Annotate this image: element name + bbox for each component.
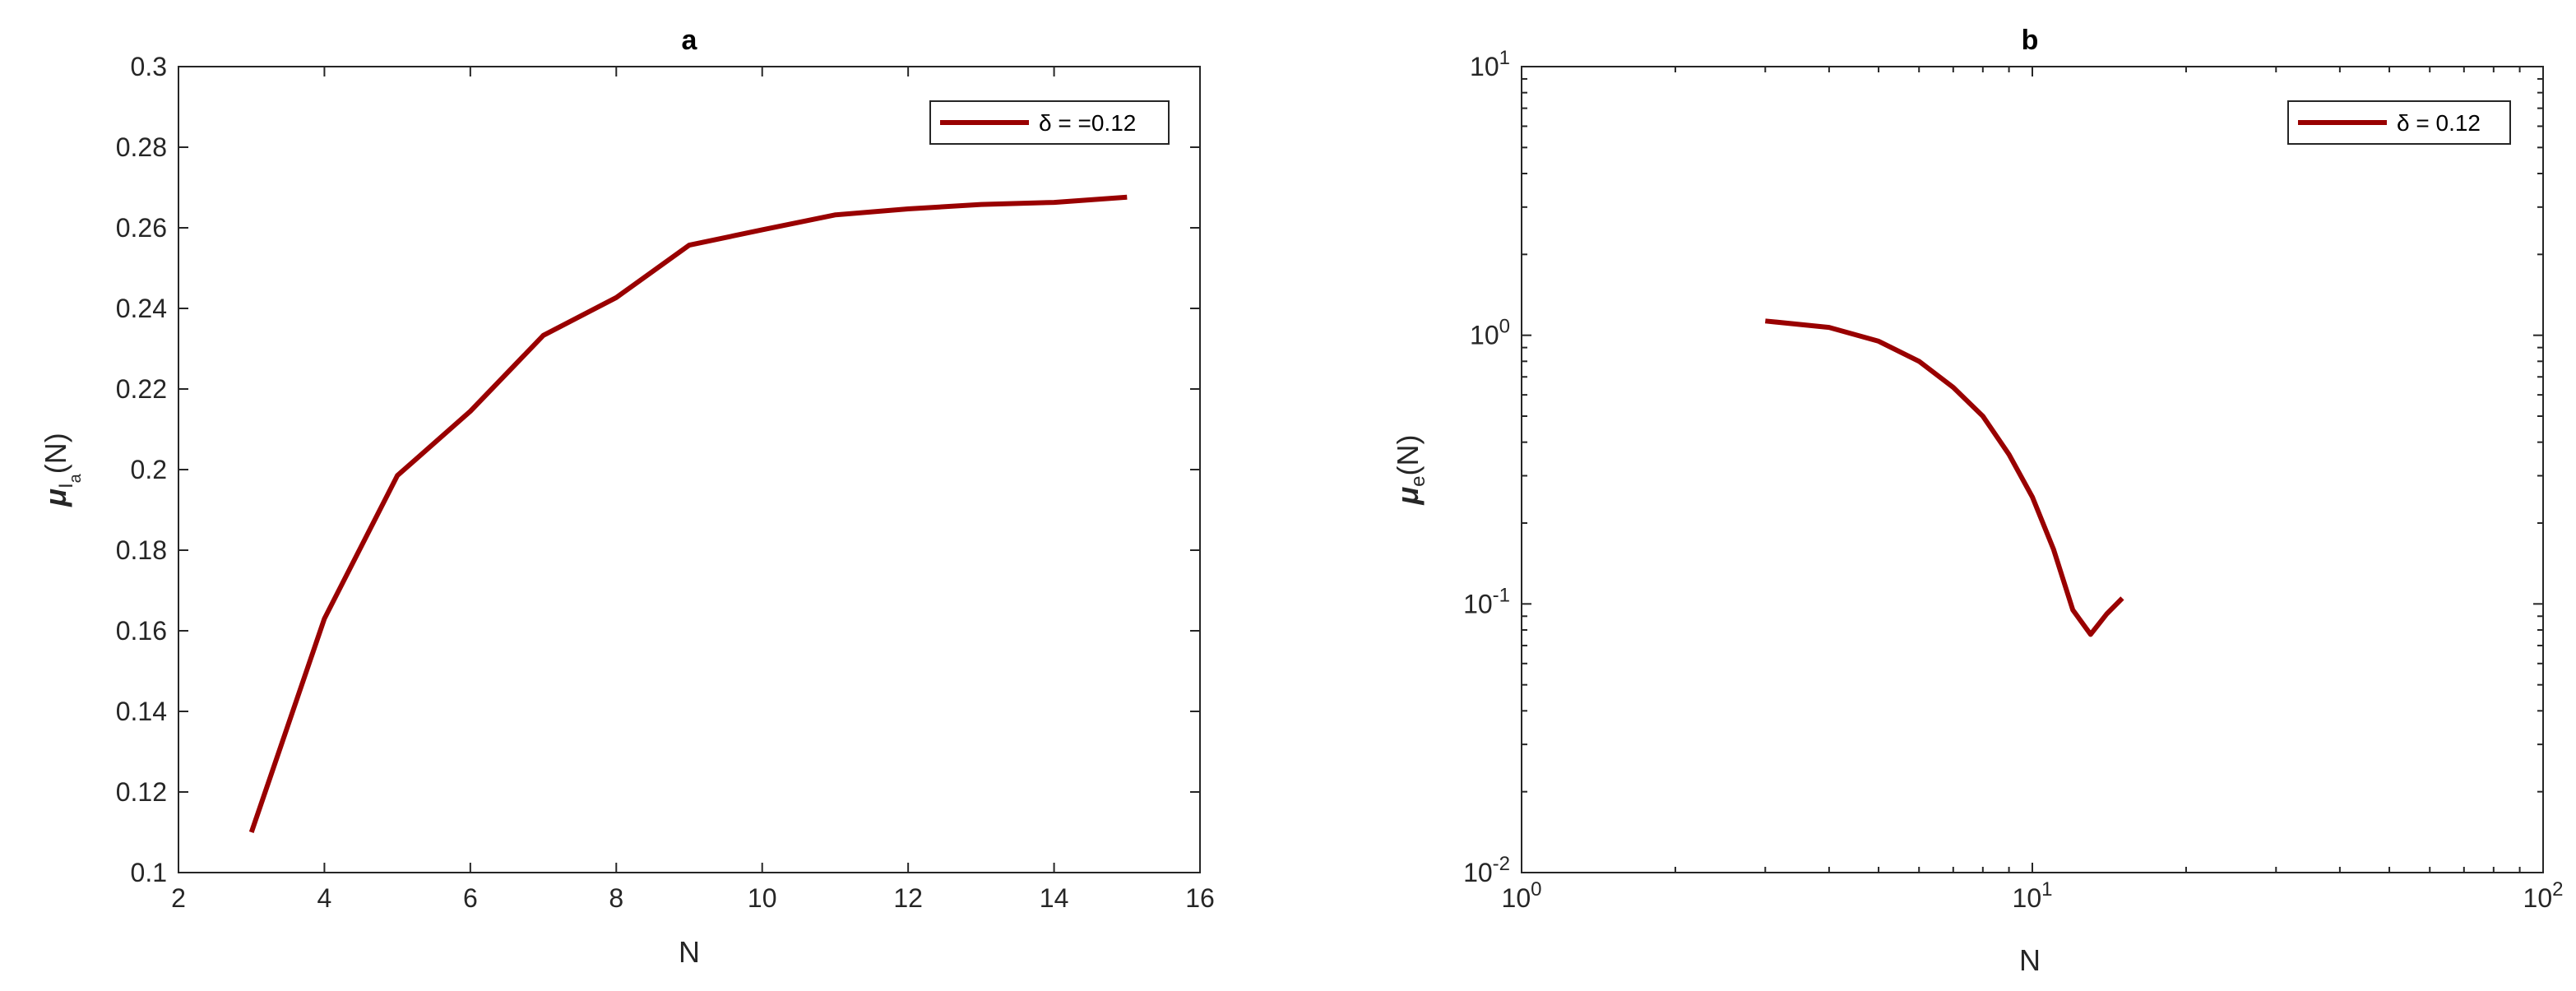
panel-a-legend-label: δ = =0.12 <box>1039 110 1136 136</box>
panel-a-legend: δ = =0.12 <box>929 100 1170 145</box>
x-tick-label: 12 <box>893 883 923 913</box>
panel-b-axes-box <box>1521 66 2544 873</box>
y-tick-label: 0.12 <box>116 777 167 807</box>
x-tick-label: 14 <box>1040 883 1069 913</box>
y-tick-label: 0.1 <box>131 858 167 887</box>
x-tick-label: 4 <box>317 883 332 913</box>
panel-a-ticks <box>178 66 1201 873</box>
panel-a: 2 4 6 8 10 12 14 16 0.1 0.12 0.14 0.16 0.18 0.2 0.22 0.… <box>39 25 1215 969</box>
y-tick-label: 100 <box>1470 316 1510 350</box>
y-tick-label: 0.26 <box>116 213 167 243</box>
series-line <box>1765 318 2124 637</box>
y-tick-label: 0.28 <box>116 132 167 162</box>
y-tick-label: 0.18 <box>116 535 167 565</box>
x-tick-label: 10 <box>748 883 777 913</box>
panel-a-title: a <box>682 25 698 56</box>
panel-b-series <box>1765 318 2124 637</box>
panel-b-y-axis-label: μe(N) <box>1391 434 1429 505</box>
x-tick-label: 2 <box>171 883 186 913</box>
panel-a-axes-box <box>178 66 1201 873</box>
y-tick-label: 101 <box>1470 47 1510 81</box>
panel-b-x-axis-label: N <box>2019 943 2041 977</box>
panel-b-ticks <box>1521 66 2544 873</box>
y-tick-label: 0.24 <box>116 294 167 323</box>
x-tick-label: 102 <box>2523 878 2564 913</box>
x-tick-label: 6 <box>463 883 478 913</box>
panel-b-legend: δ = 0.12 <box>2287 100 2511 145</box>
y-tick-label: 0.3 <box>131 52 167 81</box>
series-line <box>248 194 1128 833</box>
panel-b-title: b <box>2022 25 2039 56</box>
panel-b-legend-label: δ = 0.12 <box>2397 110 2481 136</box>
y-tick-label: 0.22 <box>116 374 167 404</box>
panel-a-y-axis-label: μIa(N) <box>39 433 85 507</box>
panel-a-x-axis-label: N <box>679 935 700 969</box>
x-tick-label: 8 <box>609 883 623 913</box>
y-tick-label: 0.16 <box>116 616 167 646</box>
panel-a-tick-labels: 2 4 6 8 10 12 14 16 0.1 0.12 0.14 0.16 0.18 0.2 0.22 0.… <box>116 52 1215 913</box>
y-tick-label: 10-1 <box>1463 584 1510 618</box>
x-tick-label: 16 <box>1185 883 1215 913</box>
panel-b: 100 101 102 10-2 10-1 100 101 b N μe(N) δ = 0.… <box>1391 25 2563 977</box>
x-tick-label: 101 <box>2013 878 2053 913</box>
y-tick-label: 0.14 <box>116 697 167 726</box>
panel-b-tick-labels: 100 101 102 10-2 10-1 100 101 <box>1463 47 2563 913</box>
y-tick-label: 10-2 <box>1463 853 1510 887</box>
panel-a-series <box>248 194 1128 833</box>
x-tick-label: 100 <box>1502 878 1542 913</box>
y-tick-label: 0.2 <box>131 455 167 484</box>
